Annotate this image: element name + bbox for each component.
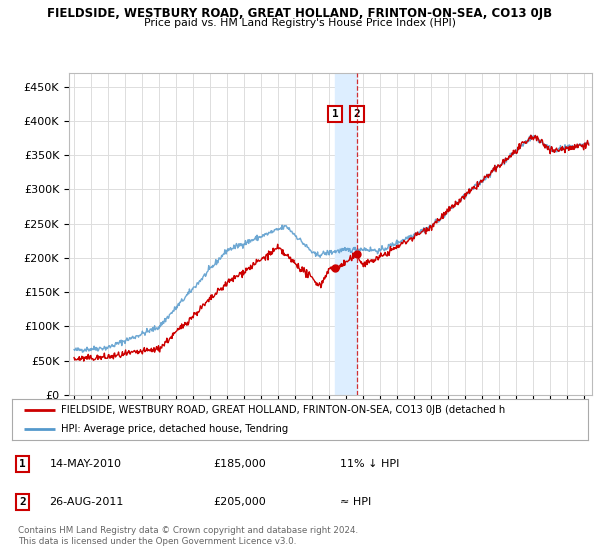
Text: 1: 1 xyxy=(332,109,338,119)
Text: 11% ↓ HPI: 11% ↓ HPI xyxy=(340,459,400,469)
Text: £185,000: £185,000 xyxy=(214,459,266,469)
Text: 2: 2 xyxy=(19,497,26,507)
Text: 1: 1 xyxy=(19,459,26,469)
Text: FIELDSIDE, WESTBURY ROAD, GREAT HOLLAND, FRINTON-ON-SEA, CO13 0JB: FIELDSIDE, WESTBURY ROAD, GREAT HOLLAND,… xyxy=(47,7,553,20)
Text: Contains HM Land Registry data © Crown copyright and database right 2024.
This d: Contains HM Land Registry data © Crown c… xyxy=(18,526,358,546)
Bar xyxy=(335,73,357,395)
Text: 26-AUG-2011: 26-AUG-2011 xyxy=(49,497,124,507)
Text: HPI: Average price, detached house, Tendring: HPI: Average price, detached house, Tend… xyxy=(61,424,288,434)
Text: £205,000: £205,000 xyxy=(214,497,266,507)
Text: FIELDSIDE, WESTBURY ROAD, GREAT HOLLAND, FRINTON-ON-SEA, CO13 0JB (detached h: FIELDSIDE, WESTBURY ROAD, GREAT HOLLAND,… xyxy=(61,405,505,415)
Text: Price paid vs. HM Land Registry's House Price Index (HPI): Price paid vs. HM Land Registry's House … xyxy=(144,18,456,28)
Text: 2: 2 xyxy=(353,109,361,119)
Text: 14-MAY-2010: 14-MAY-2010 xyxy=(49,459,121,469)
Text: ≈ HPI: ≈ HPI xyxy=(340,497,371,507)
